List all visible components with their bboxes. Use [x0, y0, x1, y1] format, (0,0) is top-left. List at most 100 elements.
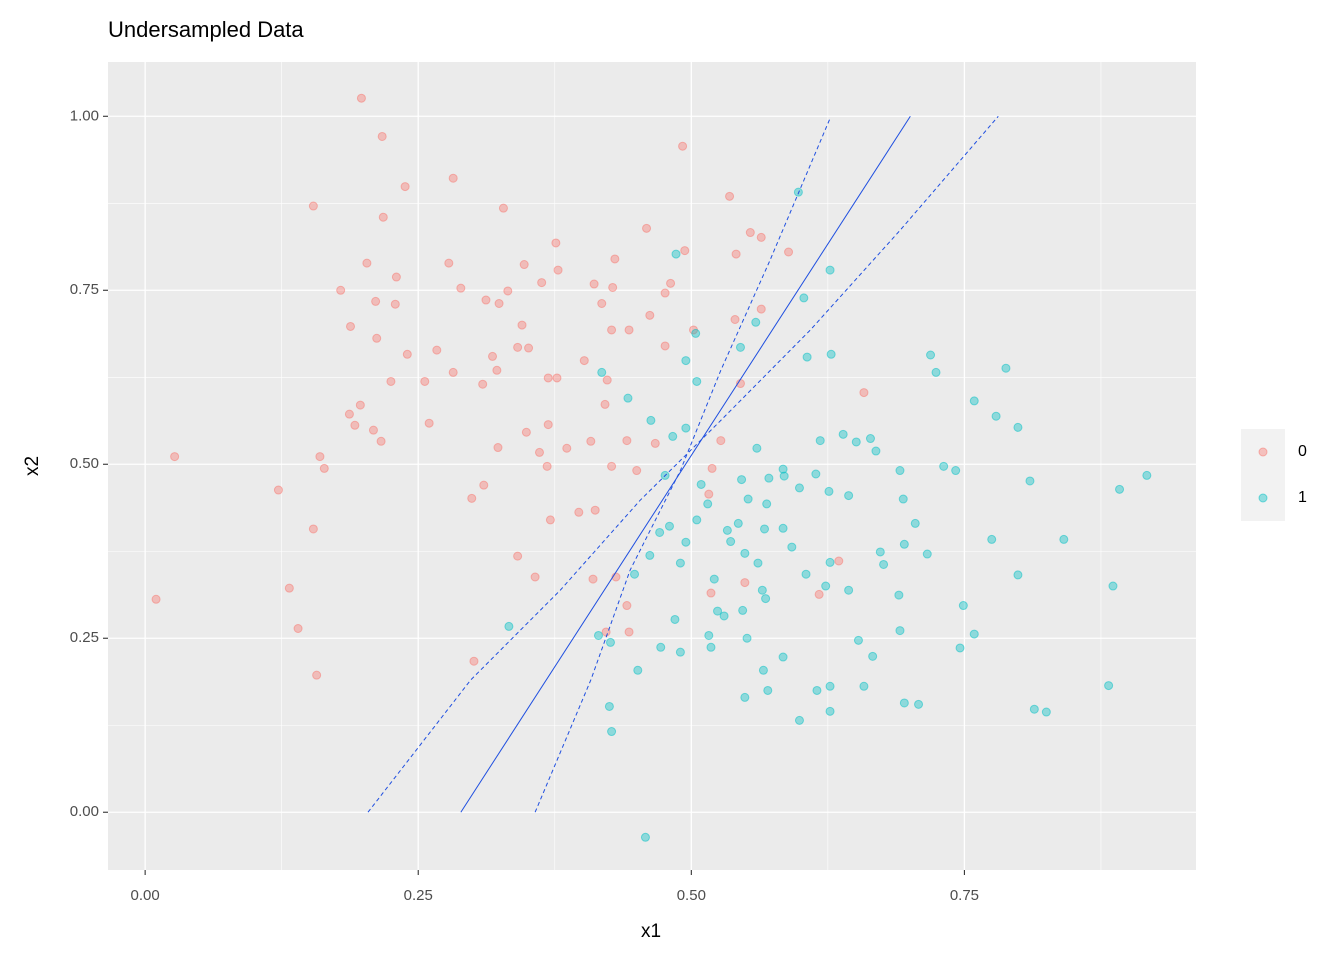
point: [725, 191, 735, 201]
point: [738, 605, 748, 615]
point: [537, 278, 547, 288]
point: [740, 578, 750, 588]
point: [574, 507, 584, 517]
point: [707, 463, 717, 473]
point: [794, 715, 804, 725]
point: [444, 258, 454, 268]
point: [1025, 476, 1035, 486]
point: [488, 351, 498, 361]
y-axis-label: x2: [22, 456, 43, 476]
point: [624, 627, 634, 637]
point: [760, 524, 770, 534]
point: [898, 494, 908, 504]
legend-label: 0: [1298, 443, 1307, 460]
point: [656, 642, 666, 652]
x-tick-label: 0.00: [131, 887, 160, 904]
point: [825, 265, 835, 275]
point: [675, 647, 685, 657]
point: [914, 699, 924, 709]
point: [951, 466, 961, 476]
point: [543, 373, 553, 383]
point: [761, 594, 771, 604]
point: [372, 333, 382, 343]
point: [346, 321, 356, 331]
point: [844, 585, 854, 595]
point: [597, 298, 607, 308]
point: [624, 325, 634, 335]
point: [377, 131, 387, 141]
point: [826, 349, 836, 359]
point: [844, 491, 854, 501]
point: [517, 320, 527, 330]
point: [170, 452, 180, 462]
point: [895, 626, 905, 636]
point: [899, 698, 909, 708]
point: [922, 549, 932, 559]
point: [655, 527, 665, 537]
fit-line: [367, 115, 999, 813]
point: [1108, 581, 1118, 591]
point: [503, 286, 513, 296]
point: [1142, 470, 1152, 480]
point: [678, 141, 688, 151]
point: [939, 461, 949, 471]
point: [632, 466, 642, 476]
point: [498, 203, 508, 213]
point: [293, 624, 303, 634]
point: [899, 539, 909, 549]
point: [875, 547, 885, 557]
y-tick-label: 0.00: [70, 803, 99, 820]
point: [1115, 484, 1125, 494]
point: [681, 356, 691, 366]
point: [740, 692, 750, 702]
point: [756, 304, 766, 314]
point: [660, 341, 670, 351]
point: [424, 418, 434, 428]
point: [910, 518, 920, 528]
point: [597, 367, 607, 377]
point: [151, 594, 161, 604]
point: [660, 288, 670, 298]
legend-key: [1258, 447, 1268, 457]
point: [469, 656, 479, 666]
point: [448, 173, 458, 183]
point: [821, 581, 831, 591]
point: [607, 461, 617, 471]
point: [704, 630, 714, 640]
point: [778, 464, 788, 474]
point: [390, 299, 400, 309]
point: [1029, 704, 1039, 714]
point: [733, 518, 743, 528]
point: [607, 727, 617, 737]
point: [731, 249, 741, 259]
point: [530, 572, 540, 582]
plot-panel: [108, 62, 1196, 870]
y-tick-label: 0.50: [70, 455, 99, 472]
point: [605, 637, 615, 647]
fit-line: [460, 116, 911, 813]
point: [386, 376, 396, 386]
point: [716, 436, 726, 446]
point: [607, 325, 617, 335]
point: [308, 524, 318, 534]
point: [735, 342, 745, 352]
point: [865, 434, 875, 444]
point: [368, 425, 378, 435]
point: [730, 315, 740, 325]
point: [622, 436, 632, 446]
legend-background: [1241, 429, 1285, 521]
point: [991, 411, 1001, 421]
point: [668, 431, 678, 441]
point: [825, 557, 835, 567]
point: [987, 534, 997, 544]
point: [633, 665, 643, 675]
point: [590, 505, 600, 515]
point: [671, 249, 681, 259]
point: [376, 436, 386, 446]
point: [787, 542, 797, 552]
point: [600, 399, 610, 409]
point: [640, 832, 650, 842]
point: [666, 278, 676, 288]
point: [391, 272, 401, 282]
